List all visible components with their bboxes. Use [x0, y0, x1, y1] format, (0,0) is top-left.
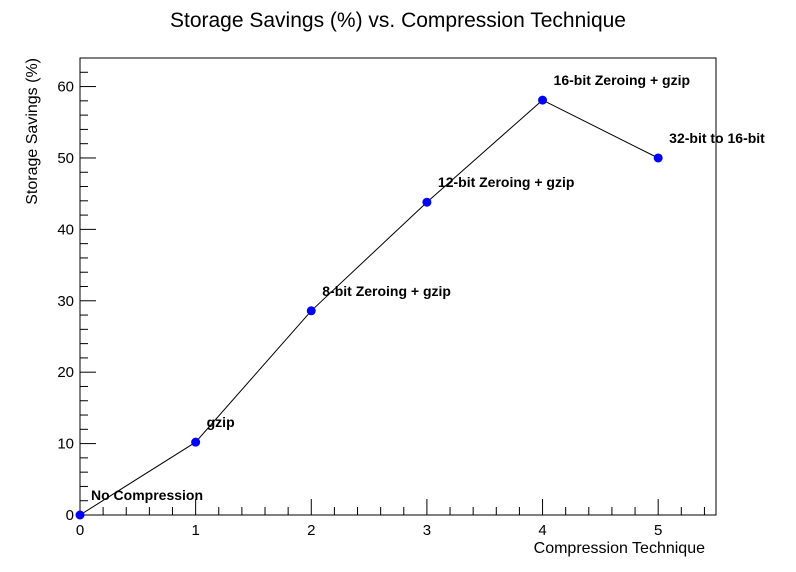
data-label: 8-bit Zeroing + gzip: [322, 283, 451, 299]
x-tick-label: 4: [538, 522, 546, 539]
x-tick-label: 2: [307, 522, 315, 539]
data-label: No Compression: [91, 487, 203, 503]
point-labels: No Compression gzip 8-bit Zeroing + gzip 12…: [91, 72, 765, 503]
data-point: [191, 437, 201, 447]
data-point: [653, 153, 663, 163]
y-tick-label: 40: [57, 221, 74, 238]
y-axis-title: Storage Savings (%): [24, 58, 41, 205]
x-tick-label: 5: [654, 522, 662, 539]
x-tick-label: 0: [76, 522, 84, 539]
chart-title: Storage Savings (%) vs. Compression Tech…: [170, 9, 626, 32]
data-point: [422, 197, 432, 207]
data-point: [75, 510, 85, 520]
y-tick-label: 50: [57, 150, 74, 167]
data-label: 32-bit to 16-bit: [669, 130, 765, 146]
x-axis-title: Compression Technique: [534, 540, 705, 557]
data-label: 12-bit Zeroing + gzip: [438, 174, 575, 190]
y-tick-label: 20: [57, 364, 74, 381]
y-tick-label: 60: [57, 79, 74, 96]
series-line: [79, 99, 659, 516]
data-point: [306, 306, 316, 316]
data-label: 16-bit Zeroing + gzip: [554, 72, 691, 88]
y-tick-label: 30: [57, 293, 74, 310]
x-axis-ticks: 0 1 2 3 4 5: [76, 499, 705, 539]
x-tick-label: 1: [191, 522, 199, 539]
data-label: gzip: [207, 414, 235, 430]
y-tick-label: 10: [57, 436, 74, 453]
y-tick-label: 0: [66, 507, 74, 524]
x-tick-label: 3: [423, 522, 431, 539]
data-series: [75, 95, 663, 520]
y-axis-ticks: 0 10 20 30 40 50 60: [57, 57, 96, 524]
data-point: [538, 95, 548, 105]
